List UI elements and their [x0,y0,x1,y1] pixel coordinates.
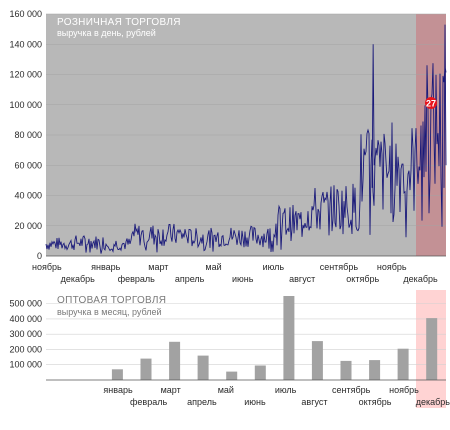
retail-month-label: февраль [118,274,155,284]
retail-x-axis-months: ноябрь январь март май июль сентябрь ноябрь дек… [32,262,438,284]
wholesale-month-label: май [218,385,234,395]
retail-subtitle: выручка в день, рублей [57,28,156,38]
wholesale-y-tick-label: 500 000 [9,299,42,309]
wholesale-subtitle: выручка в месяц, рублей [57,307,162,317]
wholesale-bar [140,358,152,380]
wholesale-bars [111,296,438,380]
wholesale-bar [169,341,181,380]
wholesale-bar [340,360,352,380]
wholesale-bar [369,360,381,380]
wholesale-chart: 100 000 200 000 300 000 400 000 500 000 ОПТО… [9,290,450,408]
retail-y-tick-label: 60 000 [14,160,42,170]
wholesale-bar [311,341,323,380]
retail-month-label: август [289,274,315,284]
retail-month-label: июнь [232,274,254,284]
wholesale-x-axis-months: январь март май июль сентябрь ноябрь февраль ап… [103,385,450,407]
wholesale-month-label: ноябрь [389,385,419,395]
wholesale-bar [111,369,123,380]
wholesale-title: ОПТОВАЯ ТОРГОВЛЯ [57,295,166,306]
wholesale-bar [197,355,209,380]
wholesale-y-tick-label: 300 000 [9,329,42,339]
retail-y-tick-label: 20 000 [14,221,42,231]
wholesale-month-label: июнь [244,397,266,407]
wholesale-bar [254,365,266,380]
wholesale-y-tick-label: 200 000 [9,344,42,354]
retail-gridlines [46,13,446,227]
retail-month-label: октябрь [346,274,379,284]
retail-month-label: ноябрь [377,262,407,272]
retail-month-label: декабрь [61,274,96,284]
wholesale-y-tick-label: 400 000 [9,314,42,324]
wholesale-month-label: январь [103,385,133,395]
retail-annotation-label: 27 [426,99,436,109]
retail-title: РОЗНИЧНАЯ ТОРГОВЛЯ [57,17,181,28]
retail-annotation-marker [425,97,437,109]
retail-chart: 0 20 000 40 000 60 000 80 000 100 000 120 000 1… [9,9,447,284]
retail-series-line [45,24,447,254]
retail-y-axis: 0 20 000 40 000 60 000 80 000 100 000 120 000 1… [9,9,42,261]
retail-month-label: сентябрь [320,262,359,272]
retail-month-label: ноябрь [32,262,62,272]
wholesale-y-axis: 100 000 200 000 300 000 400 000 500 000 [9,299,42,370]
wholesale-month-label: август [301,397,327,407]
wholesale-month-label: октябрь [359,397,392,407]
retail-y-tick-label: 100 000 [9,100,42,110]
wholesale-bar [283,296,295,380]
wholesale-month-label: сентябрь [332,385,371,395]
wholesale-month-label: апрель [187,397,217,407]
retail-y-tick-label: 120 000 [9,70,42,80]
wholesale-bar [397,348,409,380]
retail-month-label: июль [263,262,285,272]
retail-month-label: декабрь [403,274,438,284]
wholesale-month-label: март [161,385,181,395]
retail-y-tick-label: 80 000 [14,130,42,140]
retail-month-label: март [148,262,168,272]
retail-y-tick-label: 40 000 [14,191,42,201]
retail-month-label: январь [91,262,121,272]
wholesale-month-label: июль [275,385,297,395]
wholesale-month-label: февраль [130,397,167,407]
retail-y-tick-label: 160 000 [9,9,42,19]
wholesale-bar [426,318,438,380]
retail-y-tick-label: 140 000 [9,39,42,49]
retail-month-label: май [205,262,221,272]
wholesale-month-label: декабрь [416,397,450,407]
wholesale-gridlines [46,303,446,366]
wholesale-bar [226,371,238,380]
retail-month-label: апрель [175,274,205,284]
retail-y-tick-label: 0 [37,251,42,261]
wholesale-y-tick-label: 100 000 [9,360,42,370]
